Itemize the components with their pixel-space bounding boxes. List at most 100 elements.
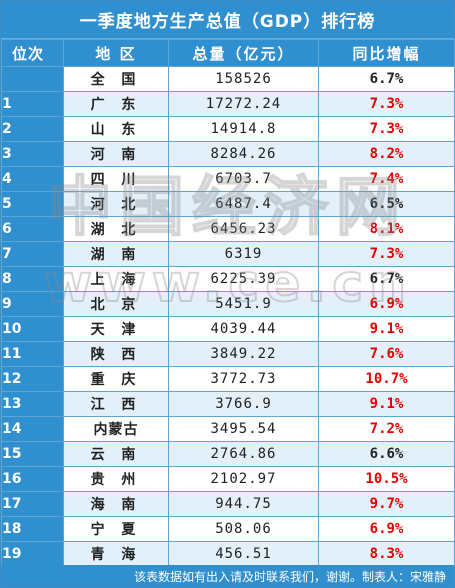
rank-cell: 4 [1, 166, 64, 192]
header-region: 地 区 [63, 39, 169, 67]
gdp-ranking-table: 位次 地 区 总量（亿元） 同比增幅 全 国 158526 6.7% 1 广 东 1727… [1, 39, 455, 567]
header-growth: 同比增幅 [318, 39, 455, 67]
rank-cell: 7 [1, 241, 64, 267]
region-cell: 重 庆 [63, 366, 169, 392]
growth-rate-cell: 10.5% [318, 466, 455, 492]
gdp-total-cell: 3766.9 [168, 391, 319, 417]
rank-cell: 10 [1, 316, 64, 342]
region-cell: 全 国 [63, 66, 169, 92]
region-cell: 云 南 [63, 441, 169, 467]
ranking-rows: 全 国 158526 6.7% 1 广 东 17272.24 7.3% 2 山 东 14914.8… [1, 66, 455, 567]
gdp-total-cell: 158526 [168, 66, 319, 92]
rank-cell: 16 [1, 466, 64, 492]
rank-cell: 9 [1, 291, 64, 317]
gdp-total-cell: 2764.86 [168, 441, 319, 467]
rank-cell: 17 [1, 491, 64, 517]
rank-cell: 13 [1, 391, 64, 417]
rank-cell: 14 [1, 416, 64, 442]
region-cell: 贵 州 [63, 466, 169, 492]
region-cell: 天 津 [63, 316, 169, 342]
rank-cell: 15 [1, 441, 64, 467]
header-rank: 位次 [1, 39, 64, 67]
region-cell: 青 海 [63, 541, 169, 567]
growth-rate-cell: 7.3% [318, 91, 455, 117]
gdp-total-cell: 6703.7 [168, 166, 319, 192]
gdp-total-cell: 2102.97 [168, 466, 319, 492]
gdp-total-cell: 6456.23 [168, 216, 319, 242]
growth-rate-cell: 7.2% [318, 416, 455, 442]
region-cell: 河 南 [63, 141, 169, 167]
rank-cell: 19 [1, 541, 64, 567]
region-cell: 河 北 [63, 191, 169, 217]
gdp-total-cell: 4039.44 [168, 316, 319, 342]
table-footer-note: 该表数据如有出入请及时联系我们，谢谢。制表人：宋雅静 [1, 565, 454, 587]
growth-rate-cell: 9.1% [318, 391, 455, 417]
rank-cell [1, 66, 64, 92]
header-row: 位次 地 区 总量（亿元） 同比增幅 [1, 39, 455, 67]
gdp-total-cell: 3772.73 [168, 366, 319, 392]
table-row: 10 天 津 4039.44 9.1% [1, 316, 455, 342]
growth-rate-cell: 7.4% [318, 166, 455, 192]
growth-rate-cell: 6.7% [318, 66, 455, 92]
gdp-total-cell: 6319 [168, 241, 319, 267]
growth-rate-cell: 7.6% [318, 341, 455, 367]
growth-rate-cell: 7.3% [318, 116, 455, 142]
region-cell: 湖 北 [63, 216, 169, 242]
region-cell: 宁 夏 [63, 516, 169, 542]
gdp-total-cell: 17272.24 [168, 91, 319, 117]
gdp-total-cell: 8284.26 [168, 141, 319, 167]
rank-cell: 6 [1, 216, 64, 242]
growth-rate-cell: 6.6% [318, 441, 455, 467]
gdp-total-cell: 5451.9 [168, 291, 319, 317]
growth-rate-cell: 8.1% [318, 216, 455, 242]
rank-cell: 3 [1, 141, 64, 167]
gdp-total-cell: 3495.54 [168, 416, 319, 442]
rank-cell: 2 [1, 116, 64, 142]
region-cell: 海 南 [63, 491, 169, 517]
rank-cell: 18 [1, 516, 64, 542]
growth-rate-cell: 6.9% [318, 516, 455, 542]
header-total: 总量（亿元） [168, 39, 319, 67]
gdp-total-cell: 6487.4 [168, 191, 319, 217]
table-row: 19 青 海 456.51 8.3% [1, 541, 455, 567]
region-cell: 山 东 [63, 116, 169, 142]
gdp-total-cell: 3849.22 [168, 341, 319, 367]
table-row: 13 江 西 3766.9 9.1% [1, 391, 455, 417]
region-cell: 湖 南 [63, 241, 169, 267]
rank-cell: 5 [1, 191, 64, 217]
region-cell: 上 海 [63, 266, 169, 292]
gdp-total-cell: 6225.39 [168, 266, 319, 292]
gdp-total-cell: 944.75 [168, 491, 319, 517]
region-cell: 陕 西 [63, 341, 169, 367]
growth-rate-cell: 6.5% [318, 191, 455, 217]
growth-rate-cell: 8.2% [318, 141, 455, 167]
gdp-total-cell: 508.06 [168, 516, 319, 542]
rank-cell: 11 [1, 341, 64, 367]
region-cell: 广 东 [63, 91, 169, 117]
table-row: 15 云 南 2764.86 6.6% [1, 441, 455, 467]
region-cell: 北 京 [63, 291, 169, 317]
table-row: 14 内蒙古 3495.54 7.2% [1, 416, 455, 442]
table-title: 一季度地方生产总值（GDP）排行榜 [1, 1, 454, 39]
gdp-total-cell: 456.51 [168, 541, 319, 567]
table-row: 11 陕 西 3849.22 7.6% [1, 341, 455, 367]
growth-rate-cell: 9.7% [318, 491, 455, 517]
rank-cell: 1 [1, 91, 64, 117]
growth-rate-cell: 6.7% [318, 266, 455, 292]
growth-rate-cell: 7.3% [318, 241, 455, 267]
region-cell: 四 川 [63, 166, 169, 192]
region-cell: 江 西 [63, 391, 169, 417]
table-row: 16 贵 州 2102.97 10.5% [1, 466, 455, 492]
rank-cell: 8 [1, 266, 64, 292]
growth-rate-cell: 9.1% [318, 316, 455, 342]
